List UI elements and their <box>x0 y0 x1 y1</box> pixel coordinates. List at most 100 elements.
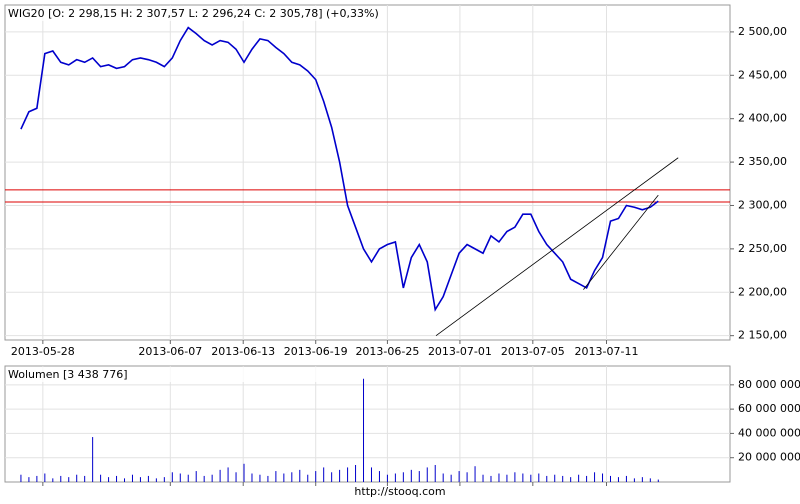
volume-bar <box>482 474 484 482</box>
volume-bar <box>211 474 213 482</box>
plot-frame <box>4 4 731 341</box>
volume-bar <box>370 467 372 482</box>
volume-bar <box>617 477 619 482</box>
volume-bar <box>530 474 532 482</box>
volume-bar <box>259 474 261 482</box>
volume-bar <box>363 378 365 482</box>
volume-bar <box>378 471 380 482</box>
volume-bar <box>131 474 133 482</box>
x-tick-label: 2013-07-11 <box>575 345 639 358</box>
volume-bar <box>625 475 627 482</box>
y-tick-label: 2 350,00 <box>738 155 787 168</box>
volume-bar <box>195 471 197 482</box>
volume-bar <box>307 474 309 482</box>
volume-bar <box>139 477 141 482</box>
volume-bar <box>490 475 492 482</box>
volume-bar <box>458 471 460 482</box>
volume-bar <box>36 475 38 482</box>
volume-bar <box>355 464 357 482</box>
y-tick-label: 2 150,00 <box>738 329 787 342</box>
volume-bar <box>442 473 444 482</box>
x-tick-label: 2013-07-05 <box>501 345 565 358</box>
volume-bar <box>44 473 46 482</box>
volume-bar <box>291 472 293 482</box>
y-tick-label: 2 300,00 <box>738 198 787 211</box>
y-tick-label: 20 000 000 <box>738 451 800 464</box>
volume-bar <box>633 478 635 482</box>
title-bg <box>6 367 346 382</box>
y-tick-label: 2 400,00 <box>738 112 787 125</box>
volume-bar <box>522 473 524 482</box>
volume-bar <box>339 469 341 482</box>
x-tick-label: 2013-06-07 <box>138 345 202 358</box>
x-tick-label: 2013-05-28 <box>11 345 75 358</box>
volume-bar <box>187 474 189 482</box>
volume-bar <box>418 471 420 482</box>
volume-bar <box>84 475 86 482</box>
volume-bar <box>116 475 118 482</box>
volume-bar <box>60 475 62 482</box>
volume-bar <box>283 473 285 482</box>
volume-bar <box>474 466 476 482</box>
volume-bar <box>386 474 388 482</box>
volume-bar <box>657 479 659 482</box>
volume-bar <box>498 473 500 482</box>
trend-line <box>583 194 659 290</box>
volume-bar <box>76 474 78 482</box>
volume-bar <box>562 475 564 482</box>
volume-bar <box>92 437 94 482</box>
y-tick-label: 2 200,00 <box>738 285 787 298</box>
volume-bar <box>147 475 149 482</box>
volume-bar <box>594 472 596 482</box>
volume-bar <box>410 469 412 482</box>
plot-frame <box>4 365 731 483</box>
volume-bar <box>251 473 253 482</box>
x-tick-label: 2013-06-13 <box>211 345 275 358</box>
volume-bar <box>402 472 404 482</box>
volume-bar <box>641 477 643 482</box>
volume-bar <box>554 474 556 482</box>
volume-bar <box>124 478 126 482</box>
volume-bar <box>331 472 333 482</box>
volume-bar <box>219 469 221 482</box>
volume-bar <box>426 467 428 482</box>
volume-bar <box>394 473 396 482</box>
volume-bar <box>108 477 110 482</box>
volume-bar <box>586 475 588 482</box>
y-tick-label: 2 500,00 <box>738 25 787 38</box>
volume-bar <box>315 471 317 482</box>
volume-bar <box>538 473 540 482</box>
volume-bar <box>155 478 157 482</box>
volume-bar <box>649 478 651 482</box>
x-tick-label: 2013-07-01 <box>428 345 492 358</box>
trend-line <box>435 157 679 336</box>
footer-link: http://stooq.com <box>354 485 445 498</box>
volume-bar <box>466 472 468 482</box>
volume-bar <box>179 473 181 482</box>
volume-bar <box>602 473 604 482</box>
volume-bar <box>203 475 205 482</box>
y-tick-label: 2 250,00 <box>738 242 787 255</box>
panel-title: Wolumen [3 438 776] <box>8 368 128 381</box>
volume-bar <box>20 474 22 482</box>
volume-bar <box>68 477 70 482</box>
volume-bar <box>267 475 269 482</box>
volume-bar <box>227 467 229 482</box>
volume-bar <box>52 478 54 482</box>
y-tick-label: 60 000 000 <box>738 402 800 415</box>
volume-bar <box>323 467 325 482</box>
volume-bar <box>275 471 277 482</box>
volume-bar <box>28 477 30 482</box>
volume-bar <box>578 474 580 482</box>
volume-bar <box>514 472 516 482</box>
volume-bar <box>235 472 237 482</box>
volume-bar <box>163 477 165 482</box>
volume-bar <box>506 474 508 482</box>
volume-bar <box>347 467 349 482</box>
volume-bar <box>299 469 301 482</box>
volume-bar <box>100 474 102 482</box>
y-tick-label: 2 450,00 <box>738 68 787 81</box>
y-tick-label: 40 000 000 <box>738 426 800 439</box>
